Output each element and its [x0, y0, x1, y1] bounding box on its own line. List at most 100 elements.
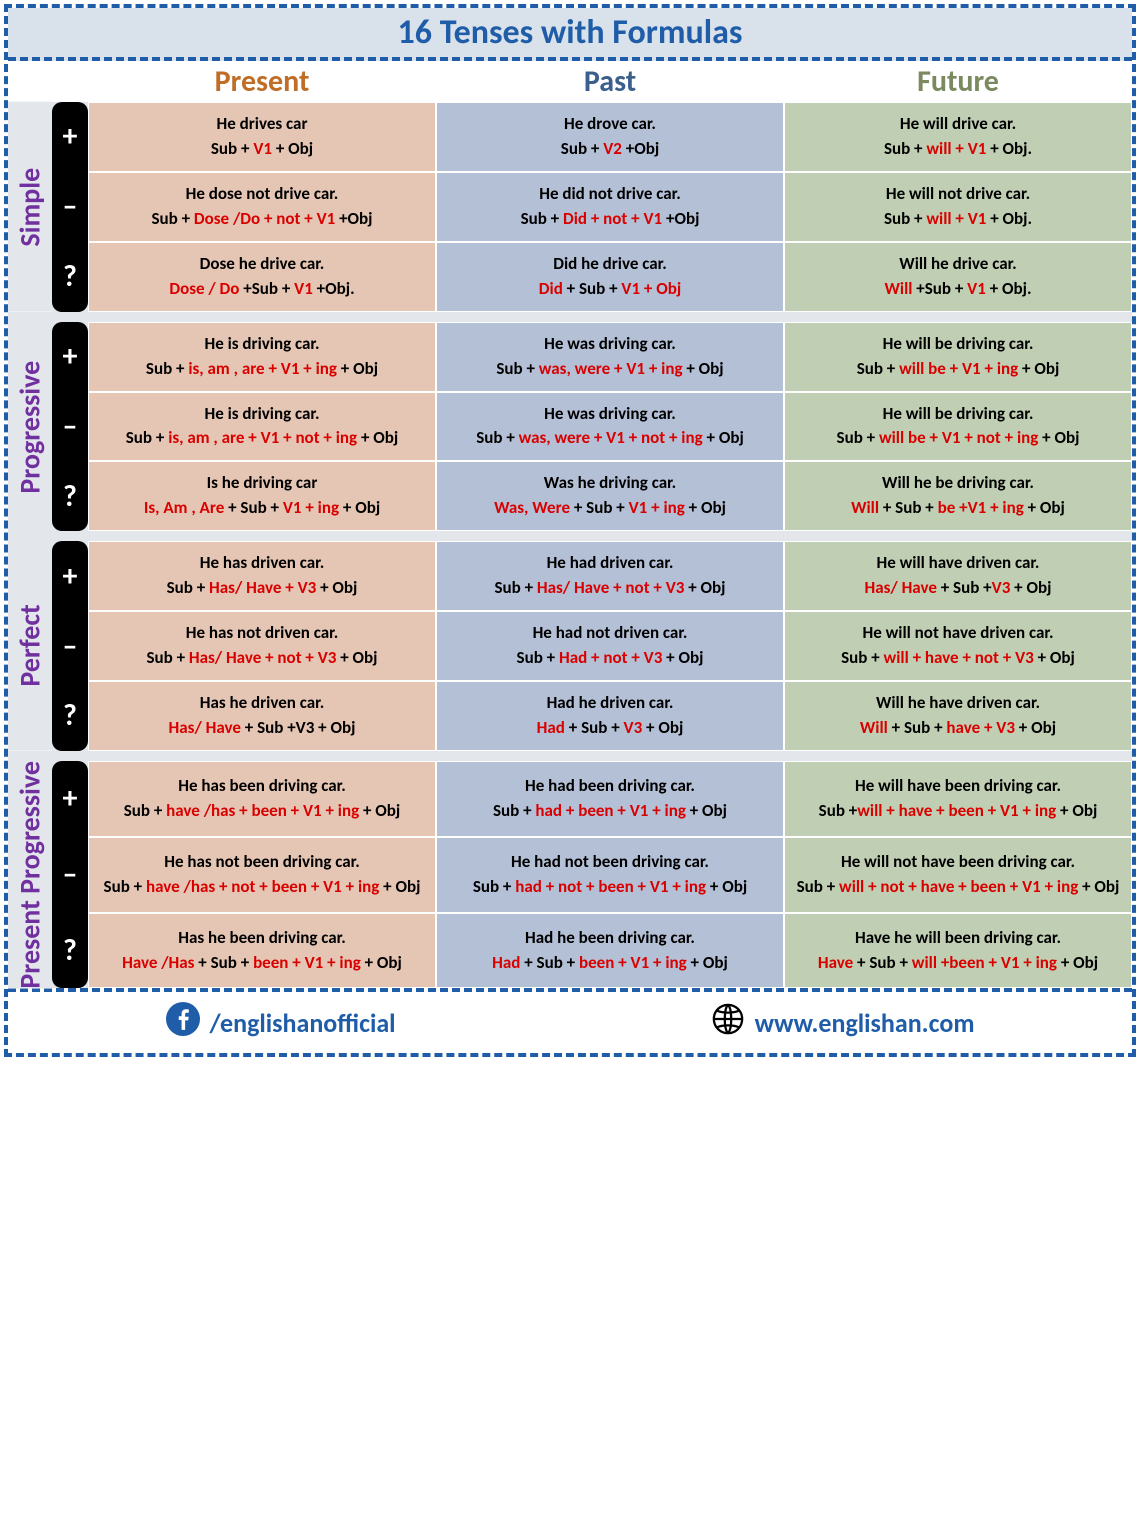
footer: /englishanofficial www.englishan.com	[8, 988, 1132, 1053]
column-headers: Present Past Future	[8, 61, 1132, 102]
symbol: –	[52, 837, 88, 913]
formula-text: Sub + will + not + have + been + V1 + in…	[791, 876, 1125, 899]
formula-text: Sub + was, were + V1 + ing + Obj	[443, 358, 777, 381]
header-present: Present	[88, 61, 436, 102]
example-text: He is driving car.	[95, 403, 429, 426]
facebook-link[interactable]: /englishanofficial	[166, 1002, 396, 1043]
example-text: He has driven car.	[95, 552, 429, 575]
row-label: Progressive	[8, 322, 52, 532]
tense-cell: He has not driven car.Sub + Has/ Have + …	[88, 611, 436, 681]
formula-text: Will + Sub + be +V1 + ing + Obj	[791, 497, 1125, 520]
symbol: ?	[52, 681, 88, 751]
tense-cell: He drives carSub + V1 + Obj	[88, 102, 436, 172]
formula-text: Sub +will + have + been + V1 + ing + Obj	[791, 800, 1125, 823]
tense-cell: Have he will been driving car.Have + Sub…	[784, 913, 1132, 989]
tense-cell: Has he driven car.Has/ Have + Sub +V3 + …	[88, 681, 436, 751]
example-text: He has not been driving car.	[95, 851, 429, 874]
symbol-column: +–?	[52, 102, 88, 312]
example-text: Have he will been driving car.	[791, 927, 1125, 950]
symbol: +	[52, 541, 88, 611]
symbol-column: +–?	[52, 322, 88, 532]
symbol: –	[52, 392, 88, 462]
example-text: Had he been driving car.	[443, 927, 777, 950]
example-text: He has been driving car.	[95, 775, 429, 798]
header-past: Past	[436, 61, 784, 102]
symbol: +	[52, 322, 88, 392]
tense-cell: He did not drive car.Sub + Did + not + V…	[436, 172, 784, 242]
example-text: He had not driven car.	[443, 622, 777, 645]
globe-icon	[711, 1002, 745, 1043]
group-gap	[8, 312, 1132, 322]
formula-text: Sub + Did + not + V1 +Obj	[443, 208, 777, 231]
tense-cell: He had been driving car.Sub + had + been…	[436, 761, 784, 837]
formula-text: Sub + is, am , are + V1 + ing + Obj	[95, 358, 429, 381]
tense-cell: Will he be driving car.Will + Sub + be +…	[784, 461, 1132, 531]
formula-text: Sub + will + V1 + Obj.	[791, 138, 1125, 161]
formula-text: Had + Sub + been + V1 + ing + Obj	[443, 952, 777, 975]
example-text: Has he driven car.	[95, 692, 429, 715]
group-gap	[8, 751, 1132, 761]
formula-text: Sub + Dose /Do + not + V1 +Obj	[95, 208, 429, 231]
formula-text: Was, Were + Sub + V1 + ing + Obj	[443, 497, 777, 520]
formula-text: Is, Am , Are + Sub + V1 + ing + Obj	[95, 497, 429, 520]
formula-text: Sub + will be + V1 + ing + Obj	[791, 358, 1125, 381]
symbol-column: +–?	[52, 541, 88, 751]
tense-cell: He had not been driving car.Sub + had + …	[436, 837, 784, 913]
example-text: He will drive car.	[791, 113, 1125, 136]
tense-grid: Simple+–?He drives carSub + V1 + ObjHe d…	[8, 102, 1132, 988]
tense-cell: He will have been driving car.Sub +will …	[784, 761, 1132, 837]
tense-cell: He had not driven car.Sub + Had + not + …	[436, 611, 784, 681]
tense-cell: Did he drive car.Did + Sub + V1 + Obj	[436, 242, 784, 312]
row-label: Simple	[8, 102, 52, 312]
formula-text: Sub + will + have + not + V3 + Obj	[791, 647, 1125, 670]
example-text: He is driving car.	[95, 333, 429, 356]
formula-text: Sub + have /has + not + been + V1 + ing …	[95, 876, 429, 899]
example-text: Will he drive car.	[791, 253, 1125, 276]
example-text: He was driving car.	[443, 403, 777, 426]
formula-text: Sub + was, were + V1 + not + ing + Obj	[443, 427, 777, 450]
example-text: He had been driving car.	[443, 775, 777, 798]
tense-cell: He will not have been driving car.Sub + …	[784, 837, 1132, 913]
tense-cell: He is driving car.Sub + is, am , are + V…	[88, 392, 436, 462]
example-text: Had he driven car.	[443, 692, 777, 715]
formula-text: Have + Sub + will +been + V1 + ing + Obj	[791, 952, 1125, 975]
row-label: Perfect	[8, 541, 52, 751]
example-text: He has not driven car.	[95, 622, 429, 645]
tense-cell: Has he been driving car.Have /Has + Sub …	[88, 913, 436, 989]
tense-cell: He is driving car.Sub + is, am , are + V…	[88, 322, 436, 392]
tense-cell: He will be driving car.Sub + will be + V…	[784, 322, 1132, 392]
symbol-column: +–?	[52, 761, 88, 989]
example-text: Will he have driven car.	[791, 692, 1125, 715]
example-text: He did not drive car.	[443, 183, 777, 206]
tense-cell: Will he drive car.Will +Sub + V1 + Obj.	[784, 242, 1132, 312]
tense-cell: He will drive car.Sub + will + V1 + Obj.	[784, 102, 1132, 172]
example-text: He will not have been driving car.	[791, 851, 1125, 874]
example-text: Is he driving car	[95, 472, 429, 495]
example-text: He will have been driving car.	[791, 775, 1125, 798]
symbol: +	[52, 102, 88, 172]
example-text: He will have driven car.	[791, 552, 1125, 575]
formula-text: Had + Sub + V3 + Obj	[443, 717, 777, 740]
formula-text: Did + Sub + V1 + Obj	[443, 278, 777, 301]
formula-text: Will +Sub + V1 + Obj.	[791, 278, 1125, 301]
example-text: Did he drive car.	[443, 253, 777, 276]
website-link[interactable]: www.englishan.com	[711, 1002, 975, 1043]
symbol: ?	[52, 461, 88, 531]
group-gap	[8, 531, 1132, 541]
example-text: He drove car.	[443, 113, 777, 136]
example-text: He will not drive car.	[791, 183, 1125, 206]
website-url: www.englishan.com	[755, 1007, 975, 1039]
tense-cell: He will be driving car.Sub + will be + V…	[784, 392, 1132, 462]
row-label: Present Progressive	[8, 761, 52, 989]
facebook-icon	[166, 1002, 200, 1043]
formula-text: Sub + had + been + V1 + ing + Obj	[443, 800, 777, 823]
formula-text: Have /Has + Sub + been + V1 + ing + Obj	[95, 952, 429, 975]
example-text: He will not have driven car.	[791, 622, 1125, 645]
formula-text: Sub + Had + not + V3 + Obj	[443, 647, 777, 670]
formula-text: Has/ Have + Sub +V3 + Obj	[95, 717, 429, 740]
tense-cell: Had he driven car.Had + Sub + V3 + Obj	[436, 681, 784, 751]
example-text: He had driven car.	[443, 552, 777, 575]
formula-text: Will + Sub + have + V3 + Obj	[791, 717, 1125, 740]
formula-text: Dose / Do +Sub + V1 +Obj.	[95, 278, 429, 301]
symbol: ?	[52, 242, 88, 312]
